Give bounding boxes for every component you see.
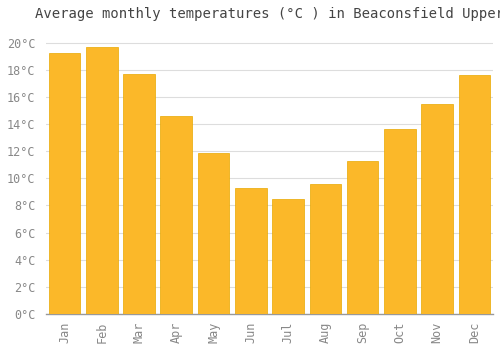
Bar — [458, 75, 490, 314]
Title: Average monthly temperatures (°C ) in Beaconsfield Upper: Average monthly temperatures (°C ) in Be… — [35, 7, 500, 21]
Bar — [422, 104, 453, 314]
Bar — [198, 153, 230, 314]
Bar — [310, 184, 341, 314]
Bar — [48, 54, 80, 314]
Bar — [347, 161, 378, 314]
Bar — [272, 199, 304, 314]
Bar — [86, 47, 118, 314]
Bar — [235, 188, 266, 314]
Bar — [384, 130, 416, 314]
Bar — [123, 74, 155, 314]
Bar — [160, 116, 192, 314]
